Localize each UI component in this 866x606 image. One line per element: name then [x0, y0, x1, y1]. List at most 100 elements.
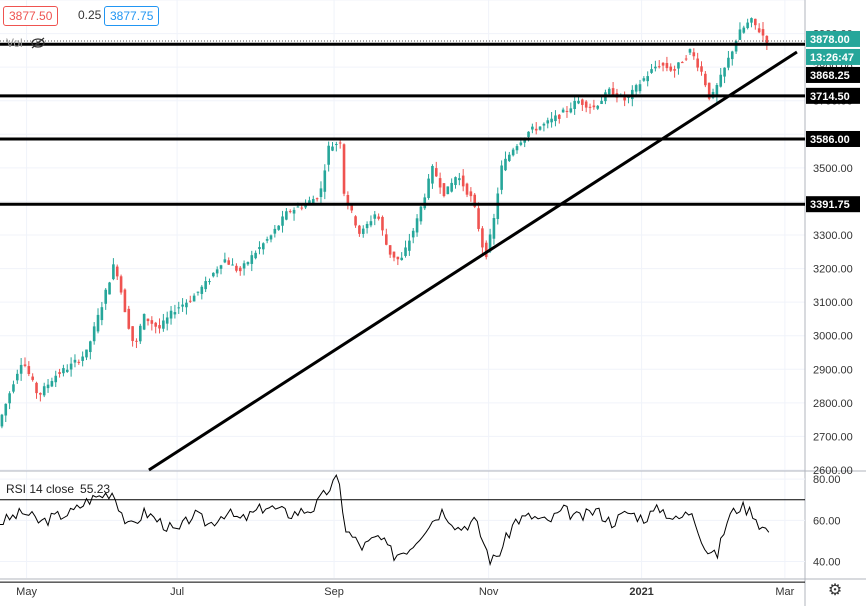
- candle-body-26: [100, 307, 104, 321]
- candle-body-11: [42, 386, 46, 396]
- candle-body-87: [335, 144, 338, 146]
- candle-body-73: [281, 216, 284, 226]
- volume-text: Vol: [6, 36, 23, 50]
- candle-body-151: [581, 99, 584, 105]
- candle-body-75: [288, 211, 292, 213]
- candle-body-104: [400, 257, 403, 261]
- ask-badge[interactable]: 3877.75: [104, 6, 160, 26]
- candle-body-51: [196, 291, 200, 293]
- candle-body-183: [704, 73, 707, 86]
- candle-body-106: [408, 240, 411, 251]
- candle-body-98: [377, 216, 380, 219]
- y-tick-label-6: 3200.00: [813, 264, 853, 276]
- candle-body-180: [692, 52, 696, 57]
- candle-body-78: [300, 207, 304, 209]
- candle-body-178: [684, 58, 688, 60]
- candle-body-80: [308, 200, 311, 204]
- candle-body-5: [19, 364, 23, 374]
- candle-body-41: [158, 325, 161, 329]
- candle-body-89: [342, 144, 346, 194]
- candle-body-107: [411, 230, 415, 238]
- candle-body-197: [757, 28, 761, 33]
- x-tick-label-1: Jul: [170, 586, 184, 598]
- candle-body-3: [12, 384, 15, 392]
- y-tick-label-2: 2800.00: [813, 398, 853, 410]
- candle-body-140: [538, 126, 542, 130]
- candle-body-50: [192, 295, 196, 302]
- bid-badge[interactable]: 3877.50: [3, 6, 59, 26]
- candle-body-37: [142, 313, 146, 330]
- candle-body-116: [446, 186, 450, 195]
- candle-body-135: [519, 142, 523, 145]
- candle-body-171: [657, 66, 661, 68]
- candle-body-181: [696, 58, 699, 68]
- candle-body-22: [85, 349, 88, 358]
- candle-body-138: [531, 126, 534, 130]
- candle-body-120: [461, 175, 465, 187]
- candle-body-54: [208, 281, 211, 283]
- rsi-legend: RSI 14 close 55.23: [6, 482, 110, 496]
- candle-body-113: [434, 168, 438, 177]
- candle-body-175: [673, 69, 676, 71]
- candle-body-158: [607, 88, 611, 95]
- candle-body-169: [650, 69, 653, 73]
- candle-body-153: [588, 106, 592, 108]
- eye-slash-icon[interactable]: [30, 37, 46, 49]
- candle-body-93: [358, 225, 361, 234]
- candle-body-38: [146, 318, 150, 322]
- candle-body-170: [654, 66, 657, 69]
- price-tag-bg: [806, 30, 860, 47]
- x-tick-label-4: 2021: [629, 586, 653, 598]
- level-tag-3-bg: [806, 196, 860, 213]
- candle-body-174: [669, 66, 673, 71]
- candle-body-30: [115, 266, 119, 277]
- candle-body-68: [262, 243, 265, 250]
- y-tick-label-3: 2900.00: [813, 364, 853, 376]
- gear-icon[interactable]: ⚙: [827, 582, 843, 599]
- candle-body-132: [508, 154, 511, 161]
- candle-body-43: [165, 317, 169, 324]
- candle-body-154: [592, 105, 596, 108]
- candle-body-144: [554, 115, 557, 122]
- candle-body-121: [465, 183, 469, 195]
- candle-body-166: [638, 84, 642, 92]
- candle-body-19: [73, 359, 77, 363]
- rsi-line: [0, 473, 770, 567]
- candle-body-77: [296, 206, 300, 208]
- candle-body-2: [8, 393, 11, 404]
- x-tick-label-0: May: [16, 586, 37, 598]
- candle-body-111: [427, 178, 430, 198]
- candle-body-101: [388, 245, 392, 255]
- candle-body-176: [677, 62, 680, 69]
- candle-body-184: [707, 82, 711, 99]
- candle-body-191: [734, 41, 738, 52]
- candle-body-85: [327, 145, 330, 165]
- candle-body-94: [361, 228, 365, 234]
- candle-body-28: [108, 282, 111, 295]
- candle-body-134: [515, 146, 519, 151]
- candle-body-102: [392, 251, 396, 258]
- candle-body-39: [150, 320, 154, 324]
- candle-body-62: [238, 267, 242, 272]
- candle-body-72: [277, 225, 280, 230]
- candle-body-20: [77, 361, 81, 363]
- candle-body-172: [661, 62, 665, 66]
- candle-body-173: [665, 62, 669, 69]
- candle-body-91: [350, 203, 354, 211]
- candle-body-24: [92, 326, 96, 342]
- volume-label[interactable]: Vol: [6, 36, 46, 50]
- candle-body-67: [258, 247, 261, 250]
- candle-body-112: [431, 165, 434, 184]
- level-tag-2: 3586.00: [810, 134, 850, 146]
- level-tag-0: 3868.25: [810, 70, 850, 82]
- candle-body-61: [235, 265, 238, 271]
- candle-body-90: [346, 195, 350, 206]
- candle-body-76: [292, 209, 296, 214]
- candle-body-58: [223, 259, 227, 263]
- candle-body-167: [642, 78, 646, 81]
- candle-body-7: [27, 366, 31, 375]
- candle-body-143: [550, 118, 553, 123]
- candle-body-64: [246, 262, 250, 265]
- candle-body-6: [23, 364, 27, 366]
